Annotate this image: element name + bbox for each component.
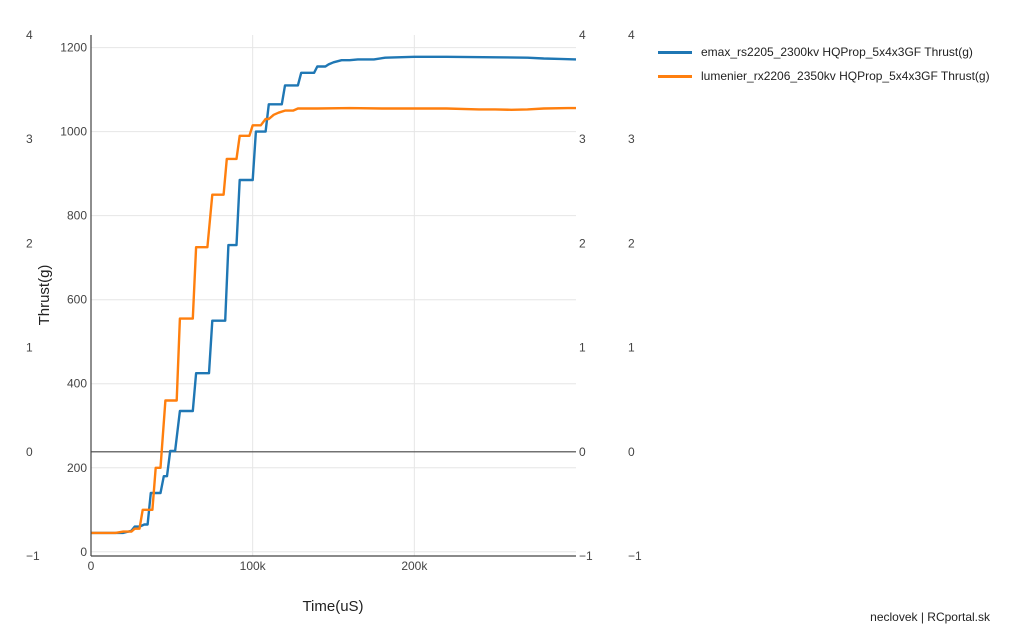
y-tick-label: 1200 bbox=[60, 41, 87, 55]
secondary-tick-far: −1 bbox=[628, 549, 642, 563]
series-line-1 bbox=[91, 106, 576, 535]
legend[interactable]: emax_rs2205_2300kv HQProp_5x4x3GF Thrust… bbox=[658, 40, 990, 88]
y-tick-label: 400 bbox=[67, 377, 87, 391]
legend-item-lumenier[interactable]: lumenier_rx2206_2350kv HQProp_5x4x3GF Th… bbox=[658, 64, 990, 88]
credit-text: neclovek | RCportal.sk bbox=[870, 610, 990, 624]
secondary-tick-right: 4 bbox=[579, 28, 586, 42]
secondary-tick-right: 1 bbox=[579, 341, 586, 355]
secondary-tick-left: 2 bbox=[26, 236, 33, 250]
secondary-tick-left: 4 bbox=[26, 28, 33, 42]
secondary-tick-far: 0 bbox=[628, 445, 635, 459]
x-tick-label: 200k bbox=[401, 559, 428, 573]
grid bbox=[90, 35, 576, 556]
secondary-tick-left: −1 bbox=[26, 549, 40, 563]
secondary-tick-left: 0 bbox=[26, 445, 33, 459]
secondary-tick-far: 3 bbox=[628, 132, 635, 146]
y-tick-label: 200 bbox=[67, 461, 87, 475]
y-axis-title: Thrust(g) bbox=[36, 265, 53, 326]
secondary-tick-right: −1 bbox=[579, 549, 593, 563]
legend-label-emax: emax_rs2205_2300kv HQProp_5x4x3GF Thrust… bbox=[701, 45, 973, 59]
secondary-tick-right: 0 bbox=[579, 445, 586, 459]
series-lines bbox=[91, 55, 577, 535]
legend-item-emax[interactable]: emax_rs2205_2300kv HQProp_5x4x3GF Thrust… bbox=[658, 40, 990, 64]
y-tick-label: 600 bbox=[67, 293, 87, 307]
secondary-tick-far: 4 bbox=[628, 28, 635, 42]
legend-label-lumenier: lumenier_rx2206_2350kv HQProp_5x4x3GF Th… bbox=[701, 69, 990, 83]
legend-swatch-emax bbox=[658, 50, 692, 54]
secondary-tick-right: 2 bbox=[579, 236, 586, 250]
secondary-tick-far: 2 bbox=[628, 236, 635, 250]
x-tick-label: 100k bbox=[240, 559, 267, 573]
y-tick-label: 800 bbox=[67, 209, 87, 223]
series-line-0 bbox=[91, 55, 577, 535]
x-axis-title: Time(uS) bbox=[302, 598, 363, 615]
secondary-tick-far: 1 bbox=[628, 341, 635, 355]
y-tick-label: 0 bbox=[80, 545, 87, 559]
secondary-tick-left: 3 bbox=[26, 132, 33, 146]
y-tick-label: 1000 bbox=[60, 125, 87, 139]
legend-swatch-lumenier bbox=[658, 74, 692, 78]
secondary-tick-right: 3 bbox=[579, 132, 586, 146]
secondary-tick-left: 1 bbox=[26, 341, 33, 355]
x-tick-label: 0 bbox=[88, 559, 95, 573]
